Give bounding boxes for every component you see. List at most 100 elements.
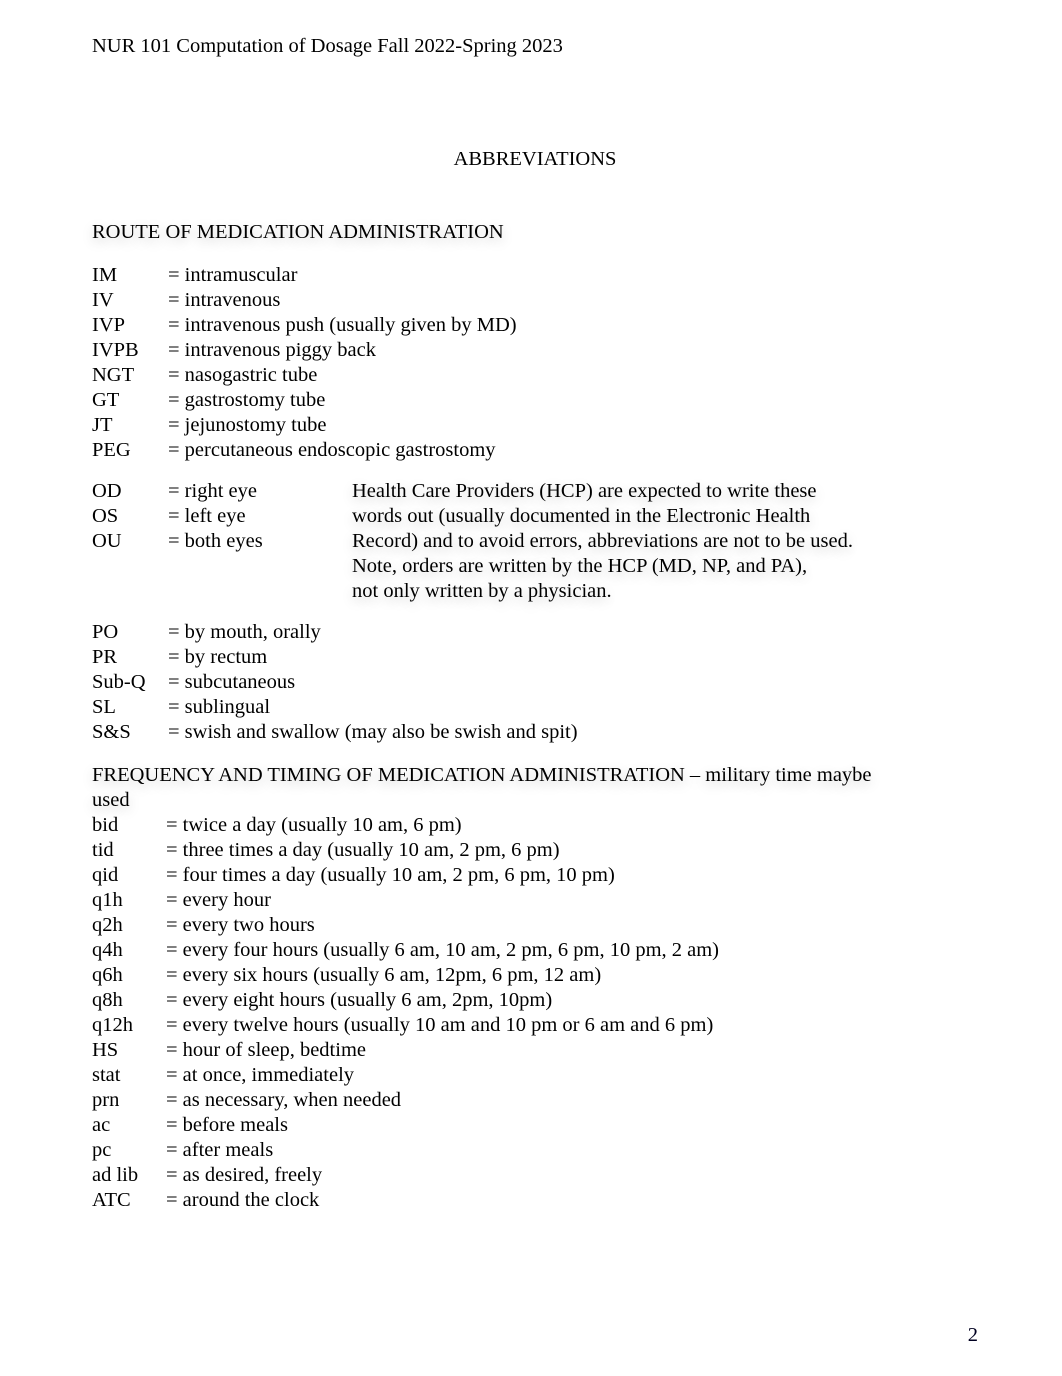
abbr-definition: = intravenous push (usually given by MD) [168,313,978,338]
abbr-definition: = before meals [166,1113,978,1138]
abbr-row: q4h= every four hours (usually 6 am, 10 … [92,938,978,963]
note-line: Health Care Providers (HCP) are expected… [352,479,978,504]
note-line: not only written by a physician. [352,579,978,604]
abbr-row: GT= gastrostomy tube [92,388,978,413]
abbr-row: HS= hour of sleep, bedtime [92,1038,978,1063]
abbr-term: S&S [92,720,168,745]
abbr-definition: = gastrostomy tube [168,388,978,413]
abbr-definition: = around the clock [166,1188,978,1213]
note-line: Record) and to avoid errors, abbreviatio… [352,529,978,554]
abbr-term: JT [92,413,168,438]
running-header: NUR 101 Computation of Dosage Fall 2022-… [92,34,978,59]
abbr-row: bid= twice a day (usually 10 am, 6 pm) [92,813,978,838]
abbr-term: q2h [92,913,166,938]
abbr-row: PEG= percutaneous endoscopic gastrostomy [92,438,978,463]
abbr-row: qid= four times a day (usually 10 am, 2 … [92,863,978,888]
abbr-definition: = as necessary, when needed [166,1088,978,1113]
route-list: IM= intramuscularIV= intravenousIVP= int… [92,263,978,463]
freq-heading-line-1: FREQUENCY AND TIMING OF MEDICATION ADMIN… [92,764,872,786]
abbr-definition: = every twelve hours (usually 10 am and … [166,1013,978,1038]
abbr-term: q1h [92,888,166,913]
abbr-term: q6h [92,963,166,988]
abbr-definition: = intravenous piggy back [168,338,978,363]
abbr-row: NGT= nasogastric tube [92,363,978,388]
abbr-definition: = every eight hours (usually 6 am, 2pm, … [166,988,978,1013]
abbr-definition: = four times a day (usually 10 am, 2 pm,… [166,863,978,888]
abbr-row: SL= sublingual [92,695,978,720]
abbr-term: tid [92,838,166,863]
abbr-term: OD [92,479,168,504]
note-line: Note, orders are written by the HCP (MD,… [352,554,978,579]
abbr-row: IM= intramuscular [92,263,978,288]
abbr-row: PR= by rectum [92,645,978,670]
abbr-term: q12h [92,1013,166,1038]
abbr-definition: = twice a day (usually 10 am, 6 pm) [166,813,978,838]
abbr-term: bid [92,813,166,838]
abbr-row: OD= right eye [92,479,352,504]
abbr-term: IM [92,263,168,288]
abbr-definition: = every two hours [166,913,978,938]
abbr-definition: = three times a day (usually 10 am, 2 pm… [166,838,978,863]
abbr-row: ATC= around the clock [92,1188,978,1213]
abbr-definition: = every four hours (usually 6 am, 10 am,… [166,938,978,963]
abbr-term: ad lib [92,1163,166,1188]
abbr-term: PR [92,645,168,670]
frequency-list: bid= twice a day (usually 10 am, 6 pm)ti… [92,813,978,1213]
abbr-row: prn= as necessary, when needed [92,1088,978,1113]
oral-list: PO= by mouth, orallyPR= by rectumSub-Q= … [92,620,978,745]
abbr-row: PO= by mouth, orally [92,620,978,645]
abbr-definition: = nasogastric tube [168,363,978,388]
eye-note: Health Care Providers (HCP) are expected… [352,479,978,604]
abbr-definition: = by rectum [168,645,978,670]
abbr-definition: = swish and swallow (may also be swish a… [168,720,978,745]
abbr-term: stat [92,1063,166,1088]
abbr-row: pc= after meals [92,1138,978,1163]
abbr-definition: = intravenous [168,288,978,313]
note-line: words out (usually documented in the Ele… [352,504,978,529]
page-title: ABBREVIATIONS [92,147,978,172]
abbr-definition: = subcutaneous [168,670,978,695]
abbr-row: ad lib= as desired, freely [92,1163,978,1188]
abbr-row: OU= both eyes [92,529,352,554]
abbr-term: SL [92,695,168,720]
abbr-term: HS [92,1038,166,1063]
abbr-row: Sub-Q= subcutaneous [92,670,978,695]
abbr-term: ac [92,1113,166,1138]
abbr-definition: = hour of sleep, bedtime [166,1038,978,1063]
document-page: NUR 101 Computation of Dosage Fall 2022-… [0,0,1062,1376]
abbr-definition: = right eye [168,479,257,504]
abbr-term: q8h [92,988,166,1013]
abbr-definition: = sublingual [168,695,978,720]
abbr-term: PO [92,620,168,645]
abbr-term: prn [92,1088,166,1113]
abbr-row: q6h= every six hours (usually 6 am, 12pm… [92,963,978,988]
abbr-definition: = by mouth, orally [168,620,978,645]
abbr-definition: = after meals [166,1138,978,1163]
abbr-term: IV [92,288,168,313]
abbr-term: GT [92,388,168,413]
section-heading-route: ROUTE OF MEDICATION ADMINISTRATION [92,220,978,245]
abbr-term: OS [92,504,168,529]
abbr-row: tid= three times a day (usually 10 am, 2… [92,838,978,863]
abbr-term: IVPB [92,338,168,363]
abbr-row: JT= jejunostomy tube [92,413,978,438]
eye-block: OD= right eyeOS= left eyeOU= both eyes H… [92,479,978,604]
abbr-definition: = jejunostomy tube [168,413,978,438]
abbr-term: ATC [92,1188,166,1213]
freq-heading-line-2: used [92,789,130,811]
abbr-definition: = every six hours (usually 6 am, 12pm, 6… [166,963,978,988]
abbr-row: ac= before meals [92,1113,978,1138]
section-heading-frequency: FREQUENCY AND TIMING OF MEDICATION ADMIN… [92,763,978,813]
eye-abbr-list: OD= right eyeOS= left eyeOU= both eyes [92,479,352,604]
abbr-row: IV= intravenous [92,288,978,313]
abbr-term: Sub-Q [92,670,168,695]
abbr-term: IVP [92,313,168,338]
abbr-definition: = percutaneous endoscopic gastrostomy [168,438,978,463]
abbr-definition: = left eye [168,504,246,529]
abbr-row: q8h= every eight hours (usually 6 am, 2p… [92,988,978,1013]
abbr-term: pc [92,1138,166,1163]
abbr-definition: = as desired, freely [166,1163,978,1188]
abbr-row: IVP= intravenous push (usually given by … [92,313,978,338]
abbr-term: PEG [92,438,168,463]
abbr-term: NGT [92,363,168,388]
